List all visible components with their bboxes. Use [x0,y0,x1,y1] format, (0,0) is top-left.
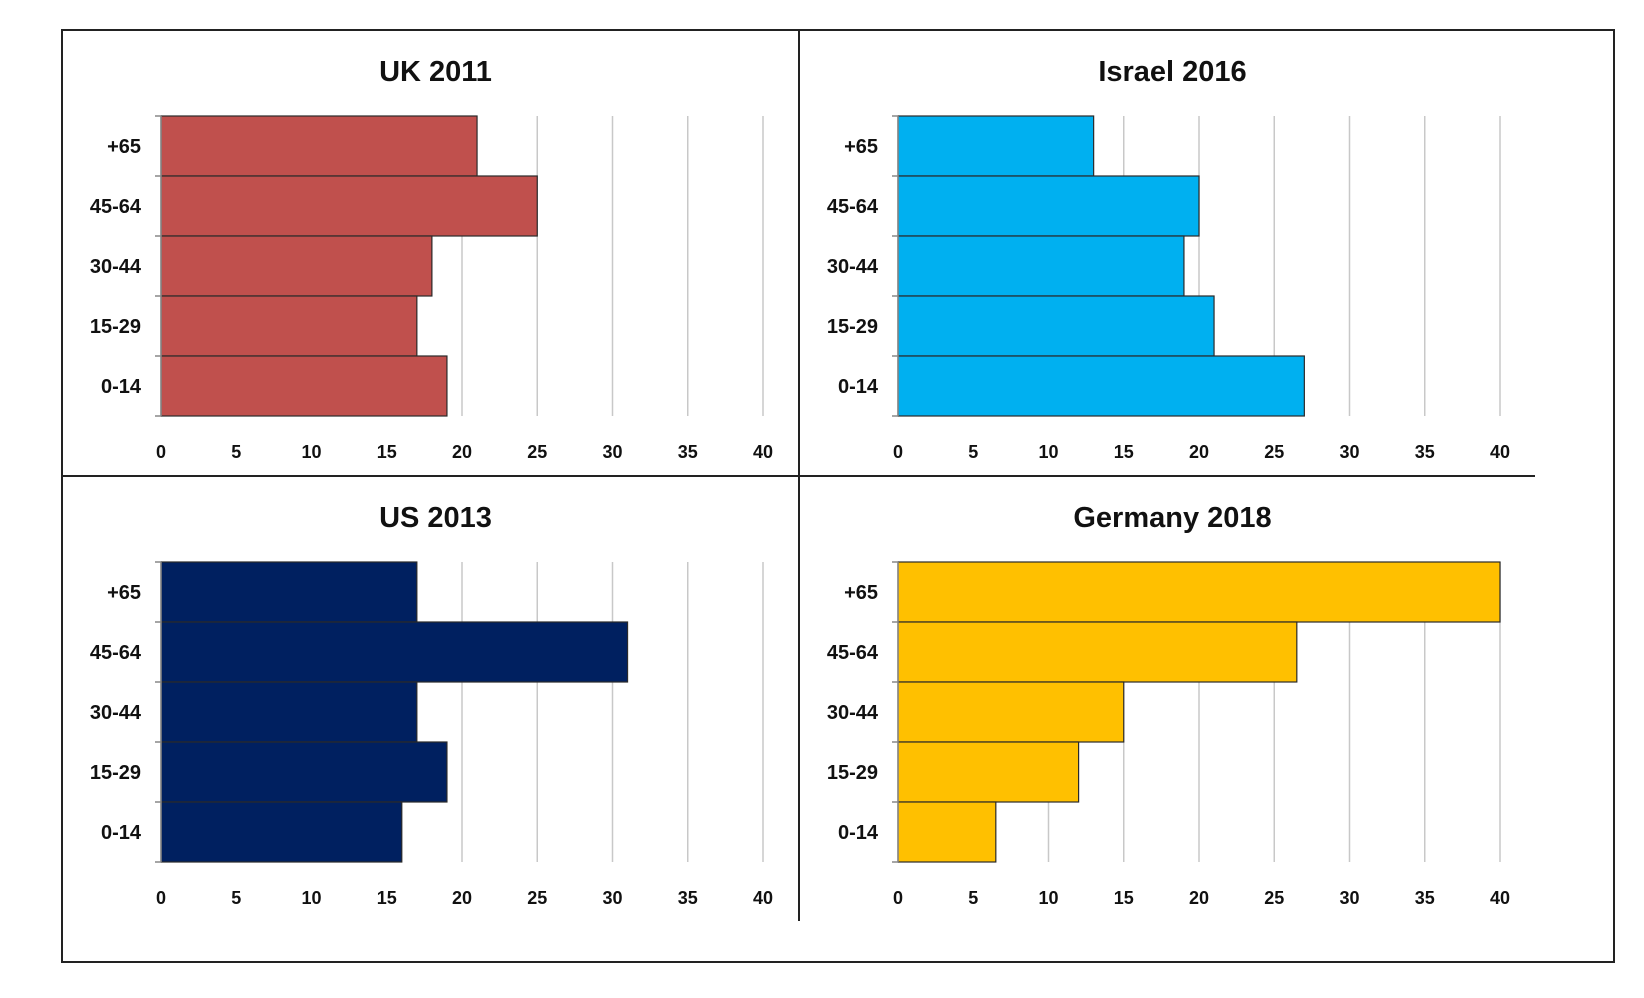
category-label-65: +65 [844,582,878,604]
category-label-15-29: 15-29 [90,762,141,784]
x-tick-label-0: 0 [156,442,166,462]
x-tick-label-15: 15 [1114,888,1134,908]
x-tick-label-0: 0 [156,888,166,908]
category-label-45-64: 45-64 [827,642,879,664]
bar-0-14 [160,801,403,863]
chart-title: Germany 2018 [1073,502,1271,534]
x-tick-label-40: 40 [1490,442,1510,462]
category-label-15-29: 15-29 [827,316,878,338]
x-tick-label-15: 15 [377,442,397,462]
x-tick-label-35: 35 [678,442,698,462]
x-tick-label-0: 0 [893,888,903,908]
category-label-30-44: 30-44 [827,256,879,278]
bar-0-14 [897,801,997,863]
bar-30-44 [160,235,433,297]
chart-panel-uk-2011: UK 2011 +65 45-64 30-44 15-29 0-14 0 5 10 15 20 25 3… [63,31,798,475]
category-label-65: +65 [107,136,141,158]
bar-65 [160,561,418,623]
x-tick-label-20: 20 [1189,442,1209,462]
category-label-0-14: 0-14 [101,376,142,398]
bar-30-44 [160,681,418,743]
category-label-45-64: 45-64 [90,196,142,218]
x-tick-label-5: 5 [231,888,241,908]
chart-title: US 2013 [379,502,492,534]
bar-15-29 [160,295,418,357]
x-tick-label-30: 30 [1339,442,1359,462]
bar-45-64 [160,621,629,683]
chart-uk-2011: UK 2011 +65 45-64 30-44 15-29 0-14 0 5 10 15 20 25 3… [90,56,773,462]
category-label-15-29: 15-29 [827,762,878,784]
bar-45-64 [160,175,538,237]
bar-30-44 [897,235,1185,297]
x-tick-label-10: 10 [301,442,321,462]
x-tick-label-25: 25 [1264,888,1284,908]
category-label-45-64: 45-64 [827,196,879,218]
chart-germany-2018: Germany 2018 +65 45-64 30-44 15-29 0-14 0 5 10 15… [827,502,1510,908]
x-tick-label-15: 15 [377,888,397,908]
chart-panel-us-2013: US 2013 +65 45-64 30-44 15-29 0-14 0 5 10 15 20 25 3… [63,475,798,921]
bar-0-14 [160,355,448,417]
x-tick-label-10: 10 [1038,442,1058,462]
chart-panel-israel-2016: Israel 2016 +65 45-64 30-44 15-29 0-14 0 5 10 15 2… [798,31,1535,475]
x-tick-label-10: 10 [301,888,321,908]
bar-45-64 [897,621,1298,683]
bar-65 [160,115,478,177]
category-label-15-29: 15-29 [90,316,141,338]
category-label-65: +65 [844,136,878,158]
chart-grid-frame: UK 2011 +65 45-64 30-44 15-29 0-14 0 5 10 15 20 25 3… [61,29,1615,963]
x-tick-label-30: 30 [602,888,622,908]
x-tick-label-40: 40 [753,442,773,462]
bar-0-14 [897,355,1305,417]
bar-15-29 [897,741,1080,803]
chart-title: Israel 2016 [1098,56,1246,88]
x-tick-label-15: 15 [1114,442,1134,462]
chart-israel-2016: Israel 2016 +65 45-64 30-44 15-29 0-14 0 5 10 15 2… [827,56,1510,462]
chart-us-2013: US 2013 +65 45-64 30-44 15-29 0-14 0 5 10 15 20 25 3… [90,502,773,908]
x-tick-label-20: 20 [452,442,472,462]
x-tick-label-5: 5 [968,442,978,462]
category-label-0-14: 0-14 [101,822,142,844]
category-label-0-14: 0-14 [838,376,879,398]
x-tick-label-40: 40 [753,888,773,908]
x-tick-label-25: 25 [527,888,547,908]
x-tick-label-0: 0 [893,442,903,462]
x-tick-label-35: 35 [678,888,698,908]
category-label-65: +65 [107,582,141,604]
x-tick-label-35: 35 [1415,442,1435,462]
x-tick-label-30: 30 [1339,888,1359,908]
category-label-0-14: 0-14 [838,822,879,844]
x-tick-label-10: 10 [1038,888,1058,908]
category-label-30-44: 30-44 [90,256,142,278]
x-tick-label-5: 5 [968,888,978,908]
bar-30-44 [897,681,1125,743]
x-tick-label-30: 30 [602,442,622,462]
chart-panel-germany-2018: Germany 2018 +65 45-64 30-44 15-29 0-14 0 5 10 15… [798,475,1535,921]
bar-65 [897,115,1095,177]
category-label-45-64: 45-64 [90,642,142,664]
chart-title: UK 2011 [379,56,492,88]
bar-65 [897,561,1501,623]
x-tick-label-40: 40 [1490,888,1510,908]
x-tick-label-20: 20 [1189,888,1209,908]
x-tick-label-25: 25 [1264,442,1284,462]
x-tick-label-20: 20 [452,888,472,908]
category-label-30-44: 30-44 [827,702,879,724]
bar-45-64 [897,175,1200,237]
x-tick-label-5: 5 [231,442,241,462]
category-label-30-44: 30-44 [90,702,142,724]
x-tick-label-25: 25 [527,442,547,462]
bar-15-29 [897,295,1215,357]
x-tick-label-35: 35 [1415,888,1435,908]
bar-15-29 [160,741,448,803]
